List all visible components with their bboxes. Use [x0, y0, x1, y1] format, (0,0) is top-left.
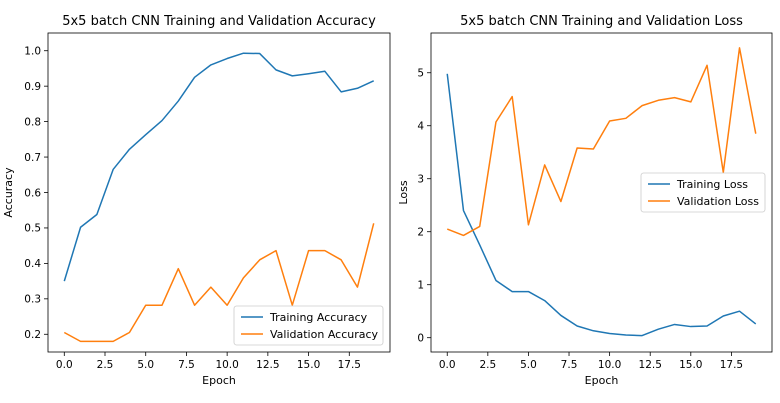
x-tick-label: 10.0 [598, 359, 621, 371]
y-tick-label: 0.7 [24, 152, 41, 164]
legend-box [233, 305, 384, 346]
legend: Training Loss Validation Loss [640, 172, 766, 213]
y-axis-label: Accuracy [2, 167, 15, 218]
series-line-training [446, 73, 757, 337]
x-tick-label: 5.0 [520, 359, 537, 371]
series-line-validation [63, 223, 375, 343]
plot-frame [430, 32, 773, 353]
legend-label-training: Training Loss [676, 178, 748, 191]
x-tick-label: 7.5 [178, 359, 195, 371]
legend-label-validation: Validation Accuracy [270, 328, 379, 341]
x-tick-label: 15.0 [297, 359, 320, 371]
y-tick-label: 1 [417, 280, 424, 292]
y-tick-label: 0.3 [24, 294, 41, 306]
legend-label-training: Training Accuracy [269, 311, 368, 324]
y-tick-label: 5 [417, 68, 424, 80]
x-tick-label: 17.5 [720, 359, 743, 371]
y-tick-label: 1.0 [24, 46, 41, 58]
y-tick-label: 3 [417, 174, 424, 186]
legend: Training Accuracy Validation Accuracy [233, 305, 384, 346]
chart-2: 0.0 2.5 5.0 7.5 10.0 12.5 15.0 17.5 0 1 2 3 4 5 5x5 ba… [397, 14, 773, 387]
x-tick-label: 2.5 [479, 359, 496, 371]
legend-box [640, 172, 766, 213]
x-tick-label: 2.5 [97, 359, 114, 371]
y-tick-label: 0.6 [24, 187, 41, 199]
x-tick-label: 12.5 [639, 359, 662, 371]
legend-label-validation: Validation Loss [677, 195, 759, 208]
y-tick-label: 0 [417, 332, 424, 344]
x-tick-label: 15.0 [679, 359, 702, 371]
chart-title: 5x5 batch CNN Training and Validation Ac… [62, 14, 376, 29]
chart-1: 0.0 2.5 5.0 7.5 10.0 12.5 15.0 17.5 0.2 0.3 0.4 0.5… [2, 14, 391, 387]
chart-title: 5x5 batch CNN Training and Validation Lo… [460, 14, 743, 29]
x-tick-label: 0.0 [439, 359, 456, 371]
x-tick-label: 5.0 [137, 359, 154, 371]
x-tick-label: 12.5 [256, 359, 279, 371]
series-line-validation [446, 47, 757, 237]
series-line-training [63, 52, 375, 282]
y-tick-label: 0.5 [24, 223, 41, 235]
x-tick-label: 17.5 [338, 359, 361, 371]
y-tick-label: 2 [417, 227, 424, 239]
x-tick-label: 0.0 [56, 359, 73, 371]
y-tick-label: 0.4 [24, 258, 41, 270]
x-tick-label: 10.0 [215, 359, 238, 371]
y-axis-label: Loss [397, 180, 410, 204]
y-tick-label: 0.9 [24, 81, 41, 93]
y-tick-label: 4 [417, 121, 424, 133]
y-tick-label: 0.2 [24, 329, 41, 341]
x-axis-label: Epoch [585, 374, 619, 387]
y-tick-label: 0.8 [24, 116, 41, 128]
x-axis-label: Epoch [202, 374, 236, 387]
x-tick-label: 7.5 [561, 359, 578, 371]
